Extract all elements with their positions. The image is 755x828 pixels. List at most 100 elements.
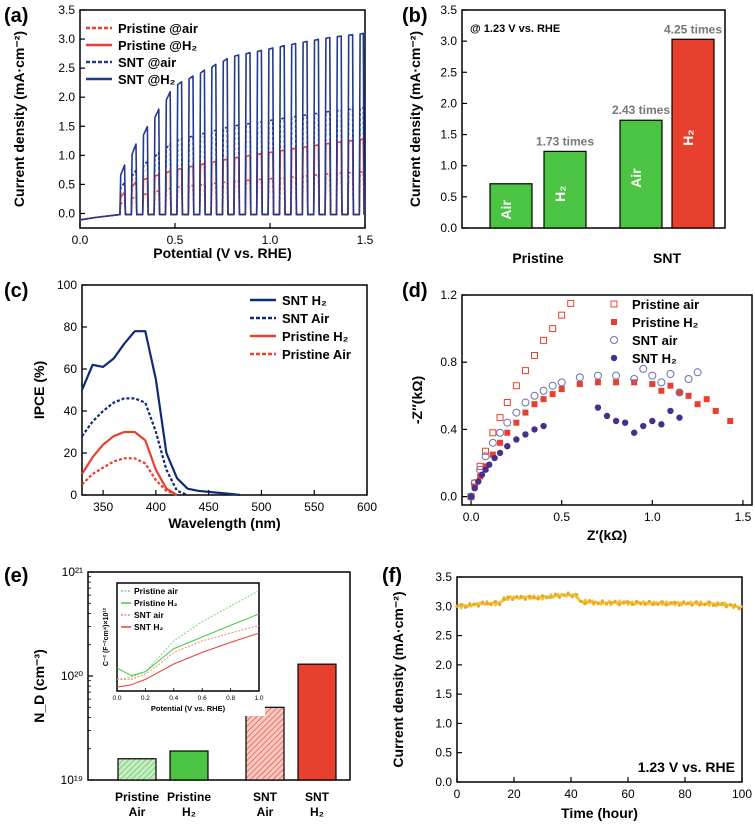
panel-f-point bbox=[498, 602, 502, 607]
panel-e-inset-xtick-label: 0.8 bbox=[226, 695, 235, 702]
panel-b-annotation: @ 1.23 V vs. RHE bbox=[470, 23, 560, 35]
panel-label: (a) bbox=[4, 5, 28, 27]
panel-d-legend-label-1: Pristine H₂ bbox=[632, 315, 699, 330]
panel-d-point-0 bbox=[558, 311, 566, 319]
panel-d-point-3 bbox=[603, 412, 611, 420]
panel-d-point-3 bbox=[482, 466, 489, 473]
panel-a-ytick-label: 3.5 bbox=[58, 3, 75, 17]
panel-d-ylabel: -Z″(kΩ) bbox=[409, 376, 425, 424]
panel-b-ratio: 2.43 times bbox=[612, 103, 670, 117]
panel-a-legend-0-label: Pristine @air bbox=[118, 21, 198, 36]
panel-label: (f) bbox=[382, 565, 402, 587]
panel-f-ytick-label: 1.5 bbox=[435, 687, 452, 701]
panel-d-point-2 bbox=[539, 386, 548, 395]
panel-f-point bbox=[506, 595, 510, 599]
panel-f-point bbox=[737, 607, 741, 611]
panel-b-bar bbox=[671, 38, 715, 229]
panel-d-legend-label-0: Pristine air bbox=[632, 297, 699, 312]
panel-d-point-1 bbox=[658, 387, 665, 394]
panel-f-point bbox=[596, 602, 600, 606]
panel-d-point-0 bbox=[482, 447, 490, 455]
panel-e-inset-xtick-label: 0.0 bbox=[112, 695, 121, 702]
panel-b-ytick-label: 2.0 bbox=[440, 96, 457, 110]
panel-b-ytick-label: 1.0 bbox=[440, 159, 457, 173]
panel-f-point bbox=[673, 600, 677, 604]
panel-d-point-1 bbox=[531, 401, 538, 408]
panel-d-legend-label-2: SNT air bbox=[632, 333, 678, 348]
panel-f-point bbox=[626, 600, 630, 604]
panel-d-point-3 bbox=[485, 461, 493, 468]
panel-f-point bbox=[587, 598, 592, 603]
panel-f-point bbox=[600, 599, 604, 603]
panel-c-ytick-label: 0 bbox=[70, 488, 77, 502]
panel-f-point bbox=[703, 602, 707, 607]
panel-c-ylabel: IPCE (%) bbox=[31, 361, 47, 419]
panel-b-bar-label: H₂ bbox=[680, 129, 696, 145]
panel-f-point bbox=[660, 600, 664, 604]
panel-f-point bbox=[540, 594, 545, 598]
panel-d-point-3 bbox=[540, 422, 547, 430]
panel-d-legend-marker-1 bbox=[611, 319, 617, 325]
panel-d-xtick-label: 1.5 bbox=[735, 510, 752, 524]
panel-d-point-1 bbox=[694, 401, 701, 408]
panel-d-point-1 bbox=[497, 439, 504, 446]
panel-b-frame bbox=[461, 9, 726, 229]
panel-d-point-3 bbox=[471, 485, 478, 492]
panel-d-point-0 bbox=[549, 325, 557, 333]
panel-e-bar bbox=[245, 706, 285, 781]
panel-a-xlabel: Potential (V vs. RHE) bbox=[153, 245, 291, 261]
panel-e-inset-series-3 bbox=[116, 632, 260, 688]
panel-d-point-3 bbox=[621, 419, 629, 426]
panel-a-xtick-label: 0.5 bbox=[167, 233, 184, 247]
panel-c-xtick-label: 350 bbox=[93, 500, 113, 514]
panel-a-legend-2-label: SNT @air bbox=[118, 55, 176, 70]
panel-f-point bbox=[716, 602, 720, 606]
panel-f-point bbox=[553, 592, 557, 596]
panel-d-point-1 bbox=[649, 381, 656, 388]
panel-d-point-2 bbox=[496, 428, 505, 437]
panel-f-point bbox=[605, 602, 609, 606]
panel-c-xtick-label: 450 bbox=[199, 500, 219, 514]
panel-a-ytick-label: 1.0 bbox=[58, 148, 75, 162]
panel-d-point-1 bbox=[522, 409, 529, 416]
panel-b-bar-label: Air bbox=[628, 168, 644, 188]
panel-c-xtick-label: 400 bbox=[146, 500, 166, 514]
panel-b-ratio: 4.25 times bbox=[664, 22, 722, 36]
panel-e-bar bbox=[169, 750, 209, 781]
panel-b-bar bbox=[489, 183, 533, 229]
panel-b-ytick-label: 0.0 bbox=[440, 221, 457, 235]
panel-a-xtick-label: 0.0 bbox=[72, 233, 89, 247]
panel-a-legend-1-label: Pristine @H₂ bbox=[118, 38, 197, 53]
panel-d-point-0 bbox=[496, 414, 504, 422]
panel-e-ytick-label: 10¹⁹ bbox=[61, 773, 83, 787]
panel-f-point bbox=[463, 605, 468, 609]
panel-b-bar-label: Air bbox=[498, 200, 514, 220]
panel-d-point-2 bbox=[548, 381, 557, 390]
panel-d-ytick-label: 1.2 bbox=[440, 288, 457, 302]
panel-f-point bbox=[485, 602, 489, 606]
panel-c-ytick-label: 100 bbox=[57, 278, 77, 292]
panel-d-point-2 bbox=[612, 371, 621, 380]
panel-d-point-0 bbox=[512, 382, 520, 390]
panel-e-inset-series-2 bbox=[117, 624, 260, 680]
panel-f-frame bbox=[456, 576, 743, 783]
panel-f-point bbox=[579, 599, 583, 603]
panel-d-xtick-label: 0.5 bbox=[553, 510, 570, 524]
panel-b-bar bbox=[543, 150, 587, 229]
panel-d-point-2 bbox=[657, 378, 666, 387]
panel-d-point-2 bbox=[684, 375, 693, 383]
panel-d-point-0 bbox=[531, 351, 538, 359]
panel-f-point bbox=[669, 601, 673, 605]
panel-f-point bbox=[528, 594, 532, 598]
panel-f-point bbox=[647, 599, 651, 604]
panel-d-point-3 bbox=[522, 431, 529, 438]
panel-c-xtick-label: 600 bbox=[357, 500, 377, 514]
panel-d-point-0 bbox=[567, 299, 575, 307]
panel-f-point bbox=[639, 601, 643, 605]
panel-c-xlabel: Wavelength (nm) bbox=[168, 515, 280, 531]
panel-e-inset-legend-label: Pristine air bbox=[134, 586, 179, 596]
panel-d-point-3 bbox=[594, 404, 602, 411]
panel-e-inset-legend-label: Pristine H₂ bbox=[134, 598, 178, 608]
panel-d-point-2 bbox=[648, 371, 657, 380]
panel-f-point bbox=[707, 600, 711, 604]
